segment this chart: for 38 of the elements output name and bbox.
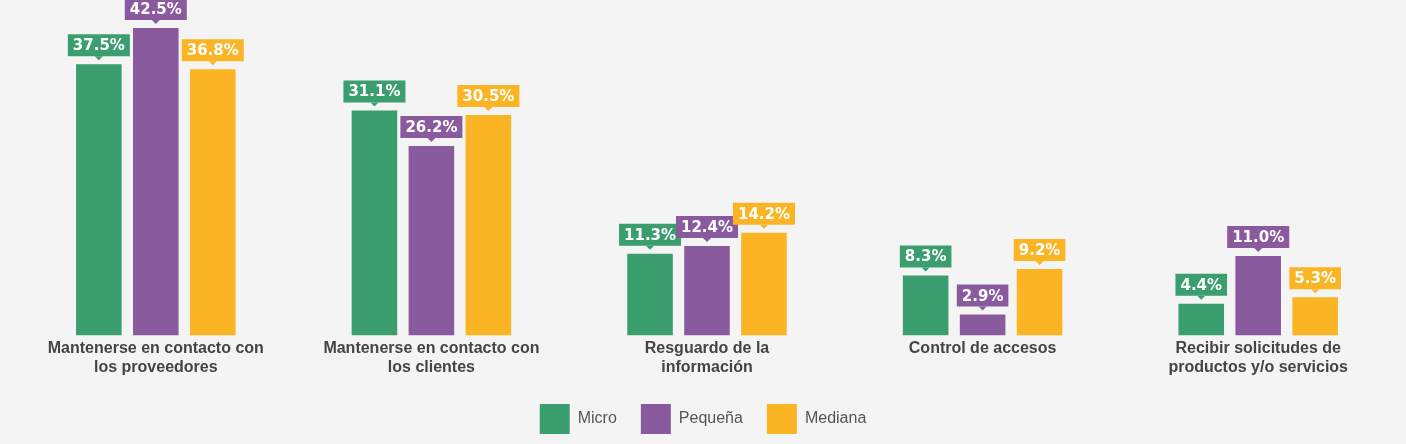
x-tick-label: Resguardo de la información: [644, 338, 770, 375]
bar: [684, 245, 730, 336]
data-label: 31.1%: [348, 82, 401, 101]
x-tick-label: Mantenerse en contacto con los proveedores: [47, 338, 264, 375]
data-label: 2.9%: [961, 286, 1004, 305]
bar: [76, 64, 122, 336]
data-label: 42.5%: [129, 0, 182, 18]
bar: [902, 275, 949, 336]
bar: [133, 28, 179, 336]
bar: [959, 314, 1006, 336]
x-tick-label: Control de accesos: [908, 338, 1057, 356]
legend-label: Mediana: [804, 409, 867, 427]
data-label: 5.3%: [1294, 269, 1336, 288]
data-label: 30.5%: [462, 86, 515, 105]
legend-label: Micro: [577, 409, 617, 427]
bar: [1235, 256, 1281, 336]
data-label: 4.4%: [1180, 275, 1223, 294]
bar: [408, 146, 455, 336]
data-label: 14.2%: [737, 204, 790, 223]
x-tick-label: Recibir solicitudes de productos y/o servicios: [1168, 338, 1349, 375]
bar: [627, 253, 673, 336]
x-tick-label: Mantenerse en contacto con los clientes: [323, 338, 540, 375]
bar: [741, 232, 787, 336]
data-label: 26.2%: [405, 117, 458, 136]
bar: [189, 69, 236, 336]
data-label: 36.8%: [186, 41, 239, 60]
bar: [1292, 297, 1338, 336]
bar: [465, 114, 512, 336]
data-label: 37.5%: [72, 36, 125, 55]
legend-label: Pequeña: [678, 409, 743, 427]
bar: [351, 110, 398, 336]
bar: [1178, 303, 1225, 336]
data-label: 11.3%: [624, 225, 677, 244]
bar: [1016, 269, 1063, 336]
data-label: 11.0%: [1232, 227, 1285, 246]
data-label: 9.2%: [1018, 240, 1061, 259]
data-label: 12.4%: [680, 217, 734, 236]
data-label: 8.3%: [904, 247, 947, 266]
